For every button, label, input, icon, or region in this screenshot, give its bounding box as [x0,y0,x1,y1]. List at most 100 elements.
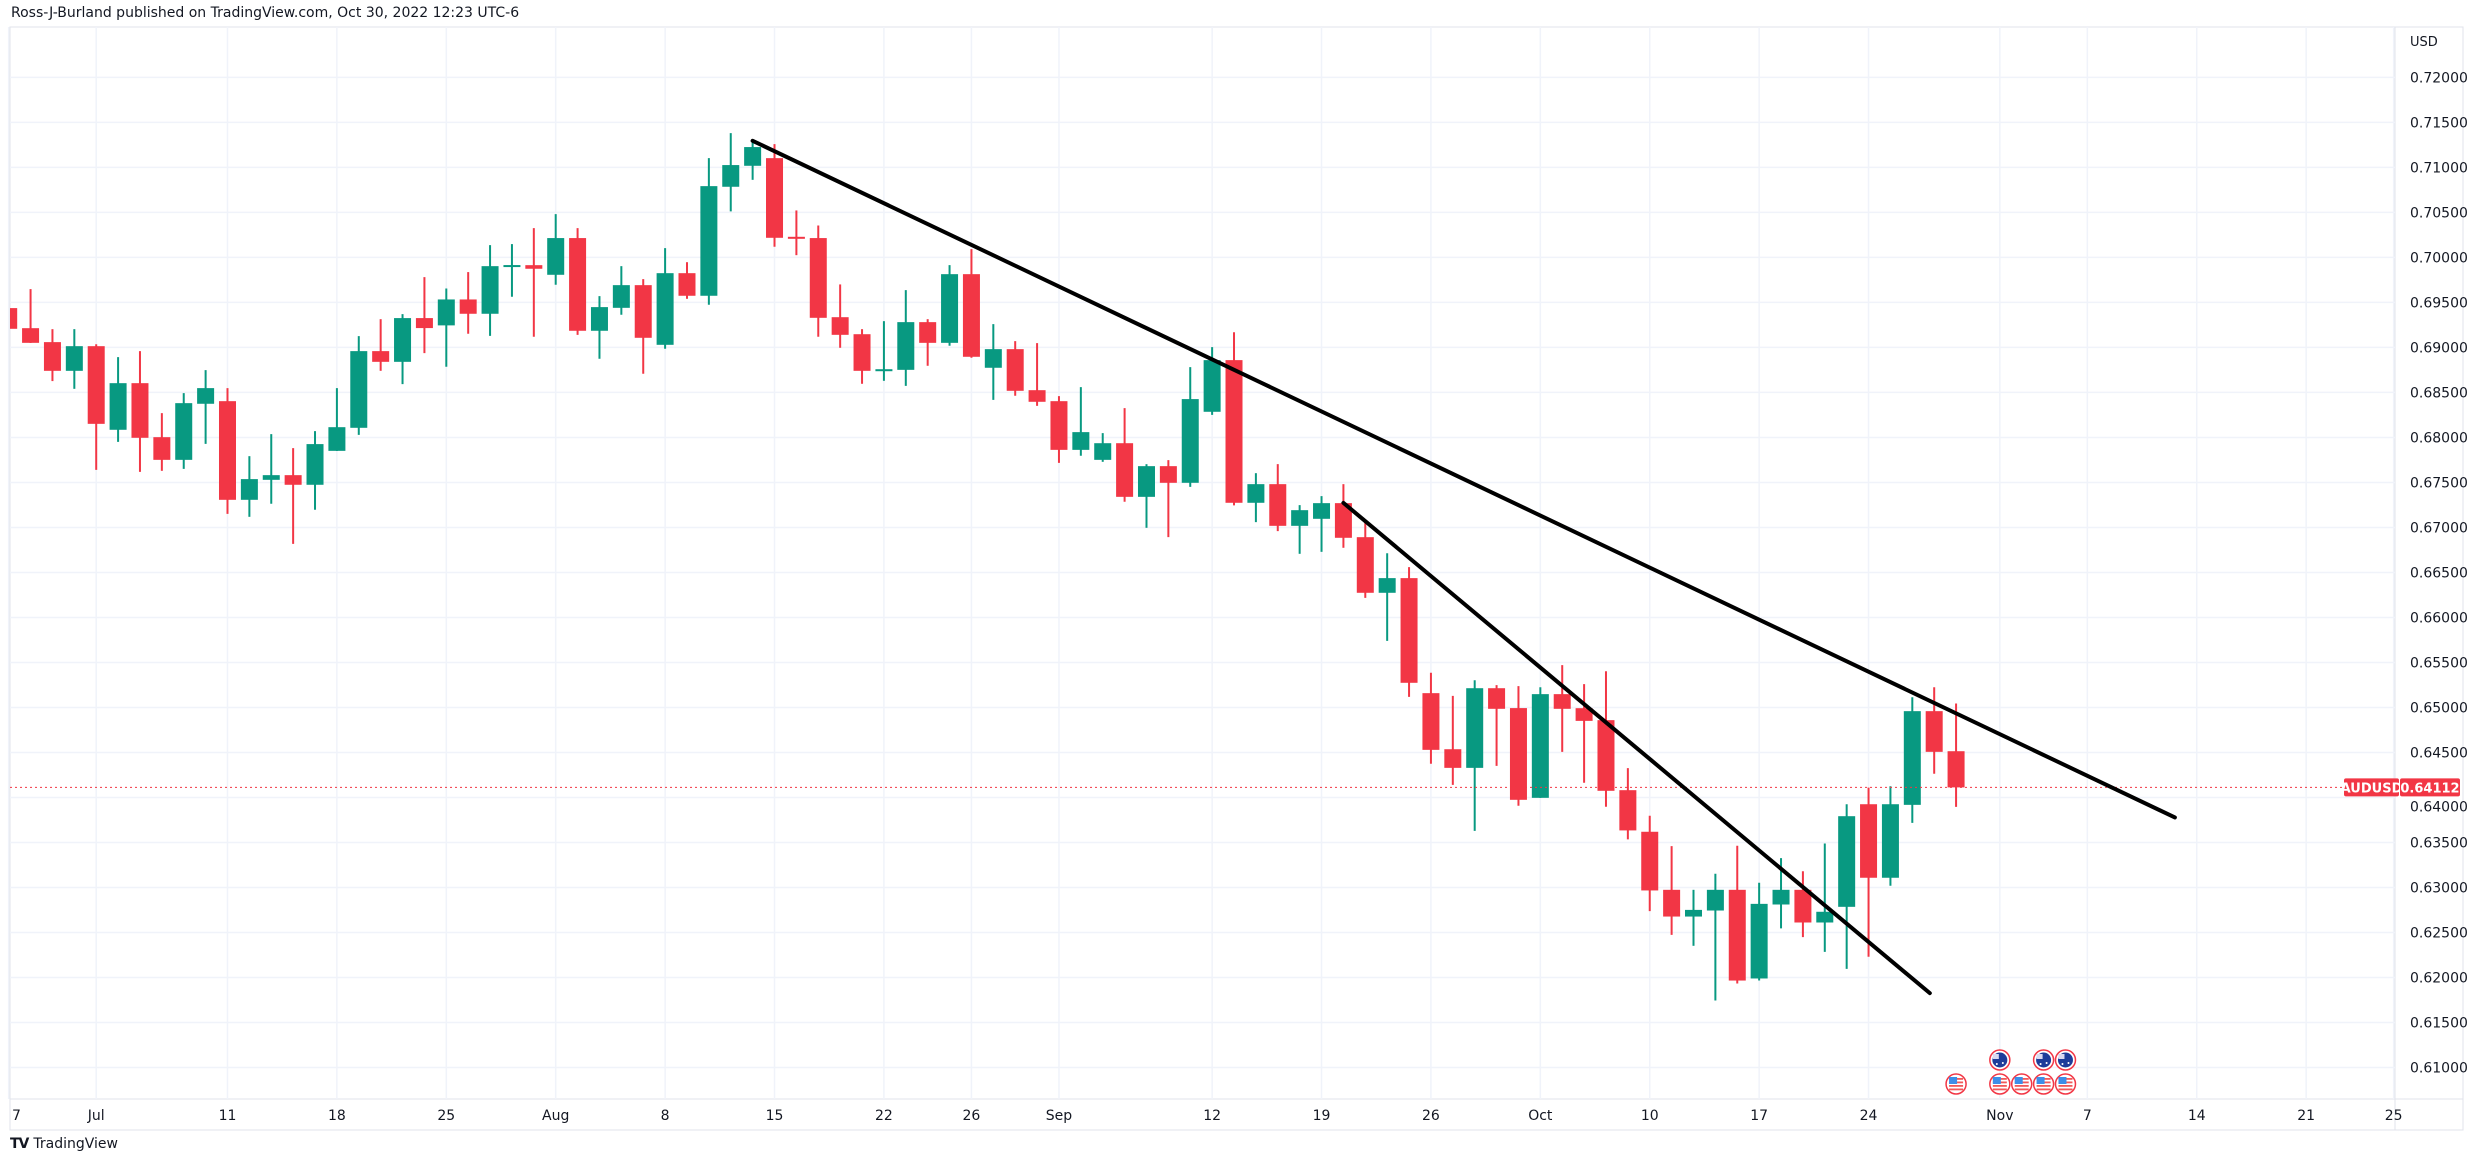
candle-bearish[interactable] [853,329,871,384]
candle-bullish[interactable] [1881,786,1899,886]
candle-bearish[interactable] [525,228,543,337]
candle-bearish[interactable] [919,319,937,366]
candle-bullish[interactable] [875,321,893,381]
candle-bullish[interactable] [941,265,959,346]
candle-bearish[interactable] [1728,845,1746,984]
au-flag-icon[interactable] [2032,1049,2055,1071]
candle-bullish[interactable] [1291,505,1309,554]
candle-bullish[interactable] [394,314,412,385]
short-term-resistance-trendline[interactable] [1341,500,1932,996]
us-flag-icon[interactable] [2054,1073,2077,1095]
candle-bearish[interactable] [787,210,805,256]
candle-bullish[interactable] [547,214,565,285]
candle-bearish[interactable] [1006,341,1024,396]
candle-bearish[interactable] [1509,686,1527,806]
candle-bearish[interactable] [1575,684,1593,783]
candle-bullish[interactable] [612,266,630,315]
candle-bullish[interactable] [481,245,499,336]
candle-bullish[interactable] [175,393,193,469]
candle-bearish[interactable] [1225,332,1243,506]
candle-bullish[interactable] [350,336,368,435]
candle-bullish[interactable] [437,288,455,367]
candle-bullish[interactable] [744,140,762,180]
candle-bullish[interactable] [1094,433,1112,462]
candle-bearish[interactable] [831,284,849,348]
candle-bearish[interactable] [1050,396,1068,463]
candle-bullish[interactable] [306,431,324,510]
plot-area[interactable] [0,133,2395,1001]
candle-bearish[interactable] [1619,768,1637,840]
candle-bullish[interactable] [984,324,1002,400]
candle-bullish[interactable] [1378,553,1396,641]
us-flag-icon[interactable] [2010,1073,2033,1095]
candle-bearish[interactable] [1334,484,1352,548]
candle-bearish[interactable] [766,144,784,247]
candle-bearish[interactable] [218,388,236,514]
candle-bullish[interactable] [503,244,521,297]
candle-bearish[interactable] [1947,703,1965,807]
candle-bearish[interactable] [1159,460,1177,538]
candle-bearish[interactable] [1116,408,1134,502]
candle-bearish[interactable] [1553,665,1571,752]
candle-bearish[interactable] [1663,846,1681,935]
us-flag-icon[interactable] [1945,1073,1967,1095]
candle-bearish[interactable] [131,351,149,472]
us-flag-icon[interactable] [2032,1073,2055,1095]
candle-bullish[interactable] [1466,680,1484,831]
candle-bearish[interactable] [1794,871,1812,938]
candle-bearish[interactable] [678,262,696,299]
candle-bullish[interactable] [197,370,215,444]
candle-bearish[interactable] [459,272,477,334]
candle-bearish[interactable] [43,329,61,382]
candle-bullish[interactable] [700,158,718,305]
candle-bearish[interactable] [22,289,40,343]
candle-bullish[interactable] [240,456,258,517]
candle-bullish[interactable] [1181,367,1199,487]
candle-bearish[interactable] [1422,672,1440,764]
candle-bullish[interactable] [1072,387,1090,456]
candle-bullish[interactable] [1903,697,1921,823]
candle-bearish[interactable] [284,448,302,544]
candle-bearish[interactable] [1028,343,1046,406]
candle-bullish[interactable] [1838,804,1856,969]
candle-bullish[interactable] [656,248,674,349]
candle-bullish[interactable] [1816,843,1834,952]
candle-bearish[interactable] [1641,815,1659,912]
candle-bullish[interactable] [109,357,127,442]
candle-bearish[interactable] [1400,567,1418,697]
candle-bearish[interactable] [372,319,390,371]
candle-bearish[interactable] [1444,695,1462,785]
candle-bullish[interactable] [328,388,346,451]
candle-bearish[interactable] [1356,521,1374,598]
candle-bullish[interactable] [65,329,83,389]
candle-bullish[interactable] [590,296,608,359]
candle-bullish[interactable] [722,133,740,212]
long-term-resistance-trendline[interactable] [750,138,2177,820]
candle-bullish[interactable] [897,290,915,386]
candle-bearish[interactable] [634,279,652,374]
candle-bullish[interactable] [262,434,280,504]
candle-bullish[interactable] [1137,464,1155,528]
candle-bullish[interactable] [1247,473,1265,523]
candle-bullish[interactable] [1313,496,1331,552]
candle-bearish[interactable] [809,225,827,337]
candle-bearish[interactable] [87,344,105,470]
candle-bearish[interactable] [415,277,433,354]
candle-bearish[interactable] [153,413,171,471]
candle-bearish[interactable] [569,228,587,335]
au-flag-icon[interactable] [2054,1049,2077,1071]
candle-bearish[interactable] [1860,787,1878,957]
candle-bearish[interactable] [1597,671,1615,807]
candle-bearish[interactable] [1488,685,1506,766]
candle-bullish[interactable] [1685,889,1703,946]
candle-bearish[interactable] [962,249,980,358]
us-flag-icon[interactable] [1989,1073,2011,1095]
candle-bearish[interactable] [1269,464,1287,532]
tradingview-logo-icon[interactable]: TV [10,1136,29,1152]
candle-bullish[interactable] [1706,873,1724,1001]
candle-bearish[interactable] [0,302,18,334]
candle-bullish[interactable] [1750,882,1768,981]
candle-bullish[interactable] [1531,687,1549,798]
au-flag-icon[interactable] [1989,1049,2011,1071]
